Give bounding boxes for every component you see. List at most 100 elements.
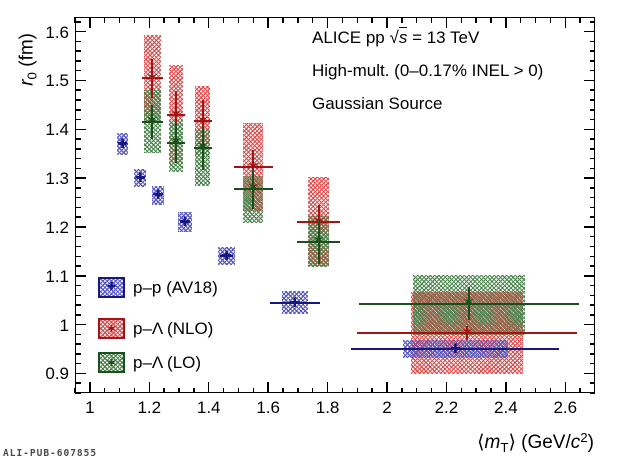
pp-av18-stat-error-bar-v — [293, 298, 296, 307]
y-axis-label-part: (fm) — [16, 32, 38, 73]
x-minor-tick-bottom — [519, 387, 522, 393]
y-minor-tick-left — [75, 255, 81, 258]
x-minor-tick-top — [534, 17, 537, 23]
y-major-tick-right — [584, 275, 595, 277]
x-minor-tick-top — [163, 17, 165, 23]
y-minor-tick-right — [589, 304, 595, 306]
x-major-tick-bottom — [564, 382, 567, 393]
x-major-tick-bottom — [326, 382, 329, 393]
pL-nlo-marker: ✶ — [460, 322, 475, 342]
x-minor-tick-top — [297, 17, 299, 23]
y-minor-tick-left — [75, 343, 81, 345]
y-minor-tick-right — [589, 265, 595, 267]
y-major-tick-right — [584, 79, 595, 82]
pp-av18-legend-marker-icon: ✚ — [106, 280, 117, 293]
pL-nlo-stat-error-bar-v — [151, 58, 154, 98]
pp-av18-stat-error-bar-v — [139, 174, 142, 183]
x-minor-tick-bottom — [297, 387, 299, 393]
legend-label-pL-lo: p–Λ (LO) — [133, 352, 202, 372]
x-minor-tick-top — [460, 17, 463, 23]
y-tick-label: 1.1 — [45, 266, 69, 286]
pp-av18-marker: ✚ — [449, 341, 461, 357]
y-major-tick-left — [75, 30, 86, 33]
y-minor-tick-right — [589, 148, 595, 150]
pL-nlo-marker: ✶ — [168, 104, 184, 124]
x-minor-tick-bottom — [282, 387, 284, 393]
x-minor-tick-bottom — [534, 387, 537, 393]
y-minor-tick-left — [75, 314, 81, 316]
pp-av18-stat-error-bar-v — [454, 345, 457, 353]
y-minor-tick-left — [75, 294, 81, 297]
x-major-tick-bottom — [445, 382, 448, 393]
y-minor-tick-left — [75, 245, 81, 248]
y-minor-tick-left — [75, 353, 81, 355]
x-tick-label: 2.6 — [553, 398, 578, 417]
y-minor-tick-right — [589, 392, 595, 394]
x-minor-tick-bottom — [252, 387, 255, 393]
x-minor-tick-bottom — [341, 387, 344, 393]
legend-swatch-pL-lo: ✶ — [98, 352, 125, 373]
pL-lo-stat-error-bar-v — [151, 104, 154, 140]
y-minor-tick-left — [75, 89, 81, 91]
y-major-tick-left — [75, 226, 86, 228]
legend-row-pp-av18: ✚ p–p (AV18) — [98, 277, 218, 298]
pp-av18-stat-error-bar-v — [225, 252, 228, 261]
y-minor-tick-left — [75, 109, 81, 111]
y-major-tick-left — [75, 177, 86, 179]
y-minor-tick-right — [589, 69, 595, 72]
y-minor-tick-left — [75, 99, 81, 101]
x-minor-tick-bottom — [460, 387, 463, 393]
x-tick-label: 1.6 — [256, 398, 280, 417]
y-minor-tick-left — [75, 157, 81, 160]
y-minor-tick-left — [75, 235, 81, 238]
annotation-line-1-part: √ — [389, 28, 399, 47]
x-tick-label: 2.2 — [434, 398, 459, 417]
y-minor-tick-right — [589, 40, 595, 43]
x-minor-tick-bottom — [133, 387, 136, 393]
x-minor-tick-bottom — [163, 387, 165, 393]
x-minor-tick-bottom — [549, 387, 552, 393]
x-minor-tick-bottom — [430, 387, 433, 393]
x-major-tick-top — [505, 17, 507, 28]
pL-lo-marker: ✶ — [246, 179, 260, 197]
annotation-line-2: High-mult. (0–0.17% INEL > 0) — [312, 61, 543, 81]
pL-lo-marker: ✶ — [169, 133, 183, 151]
pL-lo-marker: ✶ — [462, 293, 476, 311]
x-major-tick-bottom — [505, 382, 507, 393]
y-minor-tick-right — [589, 50, 595, 52]
y-minor-tick-right — [589, 89, 595, 91]
x-major-tick-bottom — [148, 382, 151, 393]
y-minor-tick-right — [589, 138, 595, 140]
y-minor-tick-right — [589, 60, 595, 62]
y-minor-tick-right — [589, 216, 595, 218]
x-minor-tick-bottom — [311, 387, 314, 393]
y-minor-tick-left — [75, 382, 81, 384]
y-minor-tick-right — [589, 206, 595, 209]
x-minor-tick-top — [103, 17, 106, 23]
y-major-tick-left — [75, 128, 86, 131]
x-minor-tick-bottom — [475, 387, 477, 393]
pp-av18-marker: ✚ — [152, 187, 164, 203]
pp-av18-stat-error-bar-v — [121, 140, 124, 148]
annotation-line-1: ALICE pp √s = 13 TeV — [312, 27, 479, 48]
plot-frame — [75, 17, 595, 393]
y-minor-tick-right — [589, 118, 595, 121]
y-minor-tick-left — [75, 167, 81, 170]
y-axis-label-part: r — [16, 79, 38, 86]
x-minor-tick-bottom — [193, 387, 195, 393]
y-tick-label: 1.4 — [45, 120, 69, 140]
x-minor-tick-top — [549, 17, 552, 23]
x-minor-tick-top — [237, 17, 240, 23]
x-tick-label: 1.2 — [137, 398, 162, 417]
x-minor-tick-bottom — [356, 387, 359, 393]
x-tick-label: 1.8 — [315, 398, 340, 417]
x-minor-tick-top — [475, 17, 477, 23]
x-major-tick-top — [326, 17, 329, 28]
legend-row-pL-nlo: ✶ p–Λ (NLO) — [98, 318, 213, 339]
y-minor-tick-right — [589, 255, 595, 258]
y-major-tick-right — [584, 128, 595, 131]
x-major-tick-top — [89, 17, 91, 28]
y-tick-label: 1 — [59, 315, 69, 335]
y-minor-tick-right — [589, 294, 595, 297]
x-minor-tick-top — [193, 17, 195, 23]
